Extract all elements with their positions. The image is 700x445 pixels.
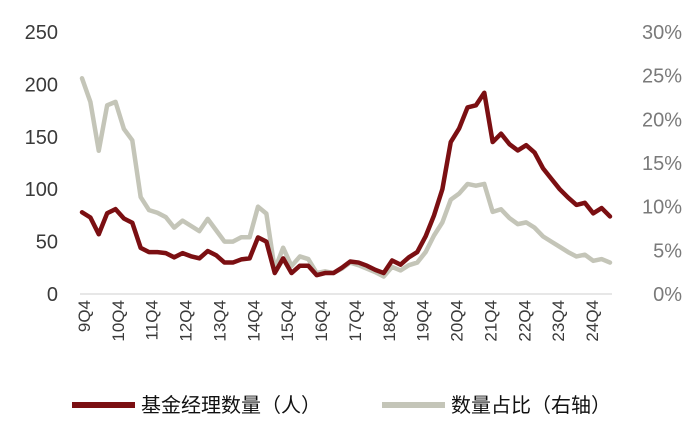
x-axis-ticks: 9Q4 10Q4 11Q4 12Q4 13Q4 14Q4 15Q4 16Q4 17Q4 18Q4 1… <box>75 300 602 342</box>
x-tick-label: 14Q4 <box>244 300 263 342</box>
x-tick-label: 21Q4 <box>481 300 500 342</box>
y-left-tick-label: 200 <box>25 74 58 96</box>
y-right-tick-label: 10% <box>642 197 682 219</box>
x-tick-label: 23Q4 <box>549 300 568 342</box>
y-right-tick-label: 25% <box>642 66 682 88</box>
x-tick-label: 15Q4 <box>278 300 297 342</box>
y-left-tick-label: 50 <box>36 232 58 254</box>
x-tick-label: 18Q4 <box>380 300 399 342</box>
right-axis-ticks: 0% 5% 10% 15% 20% 25% 30% <box>642 22 682 306</box>
x-tick-label: 9Q4 <box>75 300 94 332</box>
x-tick-label: 22Q4 <box>515 300 534 342</box>
y-left-tick-label: 150 <box>25 127 58 149</box>
y-right-tick-label: 5% <box>653 240 682 262</box>
legend-label-series-2: 数量占比（右轴） <box>451 393 611 417</box>
left-axis-ticks: 0 50 100 150 200 250 <box>25 22 58 306</box>
y-left-tick-label: 100 <box>25 179 58 201</box>
y-right-tick-label: 20% <box>642 109 682 131</box>
x-tick-label: 12Q4 <box>177 300 196 342</box>
y-right-tick-label: 15% <box>642 153 682 175</box>
legend-label-series-1: 基金经理数量（人） <box>141 393 321 417</box>
legend: 基金经理数量（人） 数量占比（右轴） <box>72 393 611 417</box>
series-layer <box>79 76 613 279</box>
x-tick-label: 20Q4 <box>448 300 467 342</box>
x-tick-label: 17Q4 <box>346 300 365 342</box>
x-tick-label: 10Q4 <box>109 300 128 342</box>
y-right-tick-label: 0% <box>653 284 682 306</box>
series-line-ratio <box>79 76 613 279</box>
y-right-tick-label: 30% <box>642 22 682 44</box>
x-tick-label: 11Q4 <box>143 300 162 340</box>
x-tick-label: 19Q4 <box>414 300 433 342</box>
y-left-tick-label: 0 <box>47 284 58 306</box>
x-tick-label: 13Q4 <box>210 300 229 342</box>
series-line-managers <box>79 90 613 278</box>
x-tick-label: 24Q4 <box>583 300 602 342</box>
x-tick-label: 16Q4 <box>312 300 331 342</box>
y-left-tick-label: 250 <box>25 22 58 44</box>
